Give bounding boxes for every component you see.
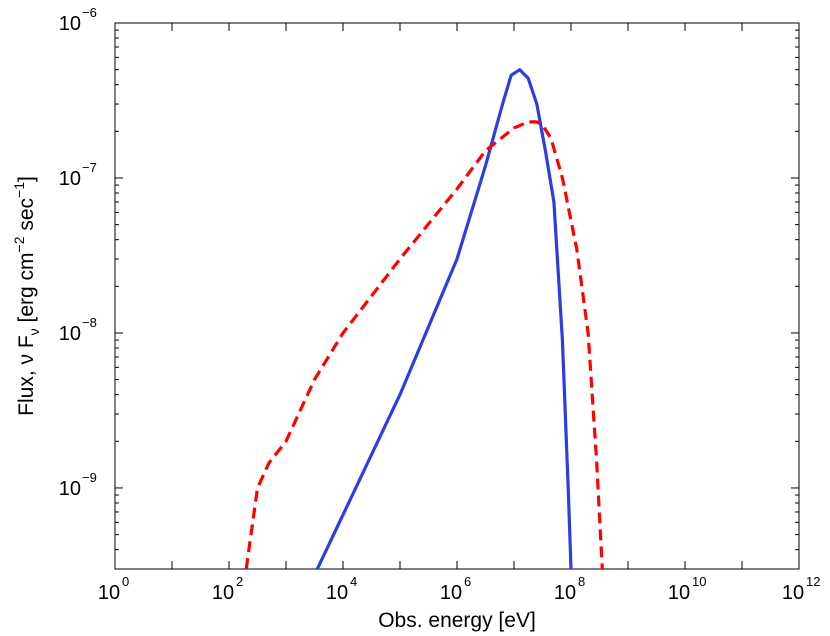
- y-title-mid1: [erg cm: [15, 252, 38, 328]
- x-tick-exponent: 8: [578, 574, 585, 589]
- y-tick-label: 10−9: [59, 470, 97, 500]
- x-tick-base: 10: [668, 582, 690, 604]
- x-tick-base: 10: [212, 582, 234, 604]
- y-tick-label: 10−8: [59, 315, 97, 345]
- plot-frame: [114, 22, 800, 570]
- y-title-base: Flux, ν F: [15, 335, 38, 416]
- series-line-solid: [315, 68, 573, 569]
- y-tick-base: 10: [59, 13, 81, 35]
- x-tick-exponent: 6: [464, 574, 471, 589]
- x-tick-label: 106: [440, 574, 471, 604]
- x-tick-exponent: 2: [236, 574, 243, 589]
- y-title-mid2: sec: [15, 198, 38, 237]
- x-tick-base: 10: [554, 582, 576, 604]
- series-line-dashed: [244, 120, 604, 569]
- x-tick-exponent: 12: [806, 574, 820, 589]
- x-tick-base: 10: [326, 582, 348, 604]
- series-layer: [244, 68, 604, 569]
- y-title-sup1: −2: [11, 236, 27, 252]
- y-tick-exponent: −6: [82, 5, 97, 20]
- x-tick-base: 10: [98, 582, 120, 604]
- x-tick-base: 10: [440, 582, 462, 604]
- y-title-end: ]: [15, 176, 38, 182]
- y-tick-base: 10: [59, 478, 81, 500]
- x-tick-label: 102: [212, 574, 243, 604]
- x-tick-label: 100: [98, 574, 129, 604]
- y-tick-label: 10−7: [59, 160, 97, 190]
- x-tick-exponent: 10: [692, 574, 706, 589]
- x-tick-exponent: 0: [122, 574, 129, 589]
- y-tick-base: 10: [59, 168, 81, 190]
- y-axis-title: Flux, ν Fν [erg cm−2 sec−1]: [11, 176, 42, 416]
- y-tick-label: 10−6: [59, 5, 97, 35]
- x-tick-base: 10: [782, 582, 804, 604]
- y-tick-exponent: −7: [82, 160, 97, 175]
- y-tick-base: 10: [59, 323, 81, 345]
- y-tick-exponent: −9: [82, 470, 97, 485]
- y-title-sup2: −1: [11, 182, 27, 198]
- y-tick-exponent: −8: [82, 315, 97, 330]
- x-tick-exponent: 4: [350, 574, 357, 589]
- x-tick-label: 108: [554, 574, 585, 604]
- y-title-sub: ν: [26, 328, 42, 335]
- x-tick-label: 104: [326, 574, 357, 604]
- x-axis-title: Obs. energy [eV]: [378, 609, 536, 632]
